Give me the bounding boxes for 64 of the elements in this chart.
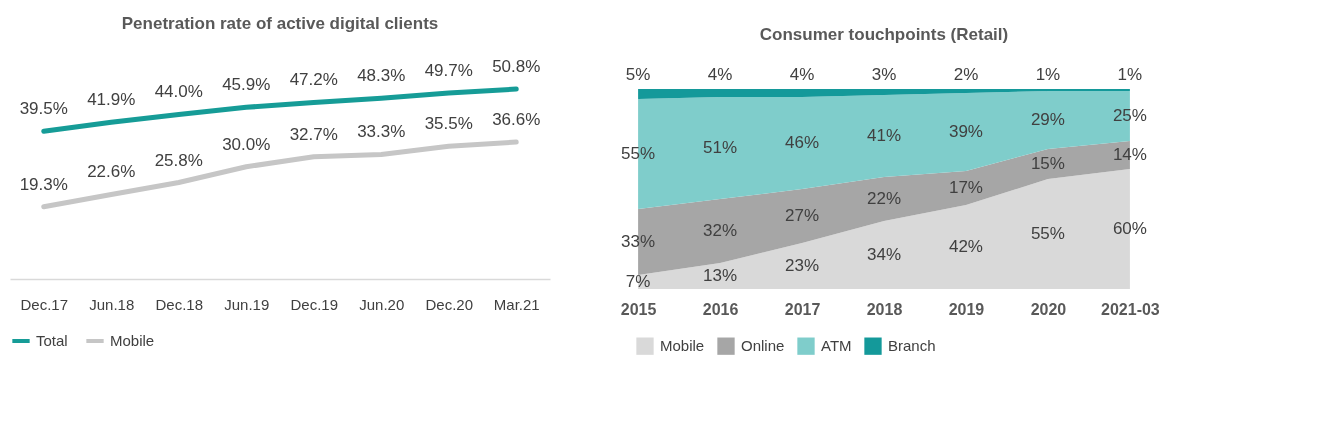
data-label: 4% xyxy=(707,65,733,84)
data-label: 50.8% xyxy=(492,57,541,76)
data-label: 17% xyxy=(948,178,983,197)
chart-title: Penetration rate of active digital clients xyxy=(121,14,439,33)
data-label: 5% xyxy=(625,65,651,84)
data-label: 3% xyxy=(871,65,897,84)
x-tick-label: 2019 xyxy=(948,300,985,318)
data-label: 13% xyxy=(703,266,738,285)
data-label: 49.7% xyxy=(424,61,473,81)
data-label: 14% xyxy=(1112,145,1147,164)
chart-title: Consumer touchpoints (Retail) xyxy=(759,25,1009,44)
data-label: 22% xyxy=(866,189,902,208)
data-label: 41% xyxy=(866,126,902,145)
data-label: 44.0% xyxy=(154,82,203,102)
x-tick-label: Jun.18 xyxy=(89,295,135,313)
x-tick-label: 2016 xyxy=(702,300,739,318)
data-label: 25.8% xyxy=(154,150,203,170)
data-label: 32% xyxy=(703,221,738,240)
data-label: 19.3% xyxy=(19,174,68,194)
data-label: 4% xyxy=(789,65,815,84)
x-tick-label: 2017 xyxy=(784,300,821,318)
data-label: 45.9% xyxy=(222,75,271,95)
x-tick-label: Dec.20 xyxy=(425,295,474,313)
legend-label: Branch xyxy=(888,337,936,355)
x-tick-label: 2018 xyxy=(866,300,903,318)
x-tick-label: Jun.20 xyxy=(359,295,405,313)
data-label: 22.6% xyxy=(87,162,136,182)
data-label: 60% xyxy=(1112,219,1147,238)
x-tick-label: 2015 xyxy=(620,300,657,318)
data-label: 48.3% xyxy=(357,66,406,86)
data-label: 1% xyxy=(1117,65,1143,84)
legend-label: Online xyxy=(741,337,785,355)
data-label: 29% xyxy=(1030,110,1065,129)
x-tick-label: 2021-03 xyxy=(1101,300,1160,318)
legend-label: Total xyxy=(36,332,68,349)
data-label: 42% xyxy=(948,237,983,256)
data-label: 47.2% xyxy=(289,70,338,90)
x-tick-label: 2020 xyxy=(1030,300,1067,318)
x-tick-label: Jun.19 xyxy=(224,295,270,313)
data-label: 55% xyxy=(1030,224,1065,243)
x-tick-label: Dec.17 xyxy=(20,295,69,313)
legend-label: ATM xyxy=(821,337,852,355)
data-label: 23% xyxy=(785,256,820,275)
x-tick-label: Dec.18 xyxy=(155,295,204,313)
data-label: 27% xyxy=(785,206,820,225)
data-label: 32.7% xyxy=(289,124,338,144)
x-tick-label: Dec.19 xyxy=(290,295,339,313)
data-label: 7% xyxy=(625,272,651,291)
data-label: 39% xyxy=(948,122,983,141)
data-label: 30.0% xyxy=(222,134,271,154)
data-label: 36.6% xyxy=(492,110,541,130)
data-label: 15% xyxy=(1030,154,1065,173)
data-label: 39.5% xyxy=(19,99,68,119)
data-label: 51% xyxy=(703,138,738,157)
legend-label: Mobile xyxy=(110,332,155,349)
data-label: 41.9% xyxy=(87,90,136,110)
data-label: 35.5% xyxy=(424,114,473,134)
data-label: 1% xyxy=(1035,65,1061,84)
data-label: 33.3% xyxy=(357,122,406,142)
data-label: 34% xyxy=(866,245,902,264)
legend-label: Mobile xyxy=(660,337,705,355)
x-tick-label: Mar.21 xyxy=(493,295,540,313)
data-label: 46% xyxy=(785,133,820,152)
data-label: 2% xyxy=(953,65,979,84)
